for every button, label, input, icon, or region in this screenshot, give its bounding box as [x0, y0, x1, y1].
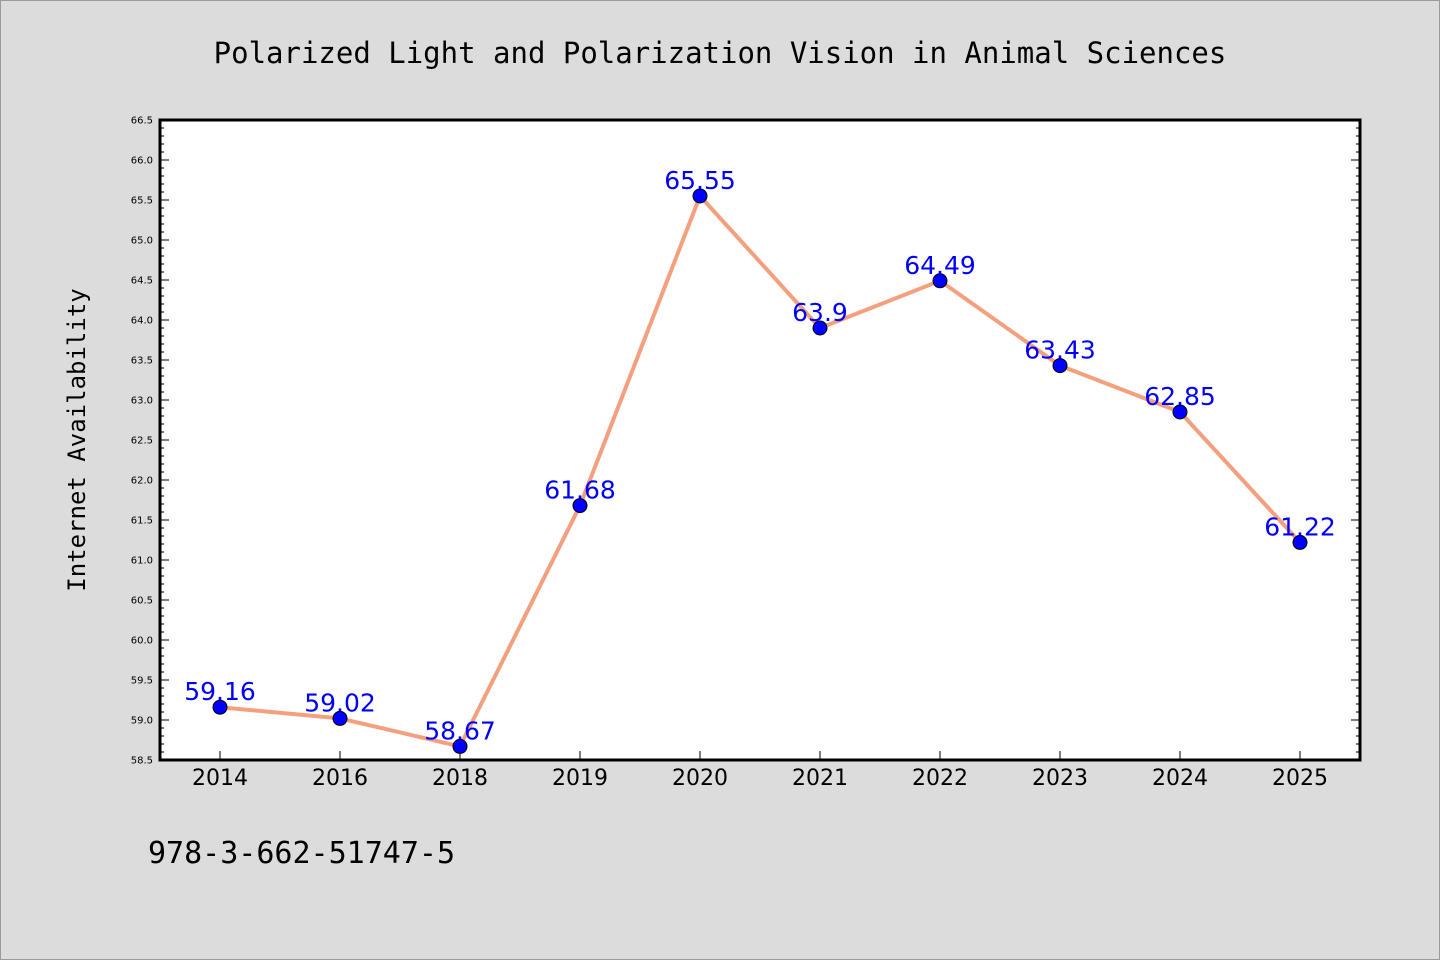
data-point-1 [332, 710, 348, 726]
data-point-6 [932, 273, 948, 289]
data-label-5: 63.9 [792, 298, 848, 327]
x-tick-label-9: 2025 [1272, 766, 1328, 791]
data-label-7: 63.43 [1024, 336, 1096, 365]
y-tick-label-9: 63.0 [131, 396, 153, 407]
y-tick-label-16: 66.5 [131, 116, 153, 127]
data-label-1: 59.02 [304, 688, 376, 717]
y-tick-label-15: 66.0 [131, 156, 153, 167]
isbn-text: 978-3-662-51747-5 [148, 836, 455, 871]
data-label-4: 65.55 [664, 166, 736, 195]
y-tick-label-13: 65.0 [131, 236, 153, 247]
y-tick-label-8: 62.5 [131, 436, 153, 447]
x-tick-label-5: 2021 [792, 766, 848, 791]
x-tick-label-1: 2016 [312, 766, 368, 791]
data-point-0 [212, 699, 228, 715]
plot-area [160, 120, 1360, 760]
data-label-9: 61.22 [1264, 512, 1336, 541]
plot-frame [158, 118, 1362, 762]
data-point-2 [452, 738, 468, 754]
data-label-3: 61.68 [544, 476, 616, 505]
y-tick-label-1: 59.0 [131, 716, 153, 727]
data-label-8: 62.85 [1144, 382, 1216, 411]
x-tick-label-4: 2020 [672, 766, 728, 791]
x-tick-label-6: 2022 [912, 766, 968, 791]
x-tick-label-7: 2023 [1032, 766, 1088, 791]
data-label-0: 59.16 [184, 677, 256, 706]
series-line [218, 194, 1302, 749]
data-label-2: 58.67 [424, 716, 496, 745]
y-tick-label-0: 58.5 [131, 756, 153, 767]
y-tick-label-5: 61.0 [131, 556, 153, 567]
data-point-4 [692, 188, 708, 204]
y-tick-label-7: 62.0 [131, 476, 153, 487]
y-tick-label-3: 60.0 [131, 636, 153, 647]
x-tick-label-3: 2019 [552, 766, 608, 791]
y-tick-label-11: 64.0 [131, 316, 153, 327]
data-point-5 [812, 320, 828, 336]
y-tick-label-12: 64.5 [131, 276, 153, 287]
x-tick-label-2: 2018 [432, 766, 488, 791]
y-tick-label-4: 60.5 [131, 596, 153, 607]
x-tick-label-8: 2024 [1152, 766, 1208, 791]
data-point-3 [572, 498, 588, 514]
y-tick-label-6: 61.5 [131, 516, 153, 527]
data-point-8 [1172, 404, 1188, 420]
x-axis-ticks: 2014 2016 2018 2019 2020 2021 2022 2023 2024 2025 [192, 751, 1328, 791]
data-label-6: 64.49 [904, 251, 976, 280]
y-axis-label: Internet Availability [63, 288, 91, 591]
chart-title: Polarized Light and Polarization Vision … [214, 36, 1227, 70]
data-markers [212, 188, 1308, 754]
y-tick-label-2: 59.5 [131, 676, 153, 687]
y-tick-label-14: 65.5 [131, 196, 153, 207]
data-labels: 59.16 59.02 58.67 61.68 65.55 63.9 64.49 63.43 6… [184, 166, 1336, 745]
data-point-9 [1292, 534, 1308, 550]
data-point-7 [1052, 358, 1068, 374]
y-tick-label-10: 63.5 [131, 356, 153, 367]
x-tick-label-0: 2014 [192, 766, 248, 791]
